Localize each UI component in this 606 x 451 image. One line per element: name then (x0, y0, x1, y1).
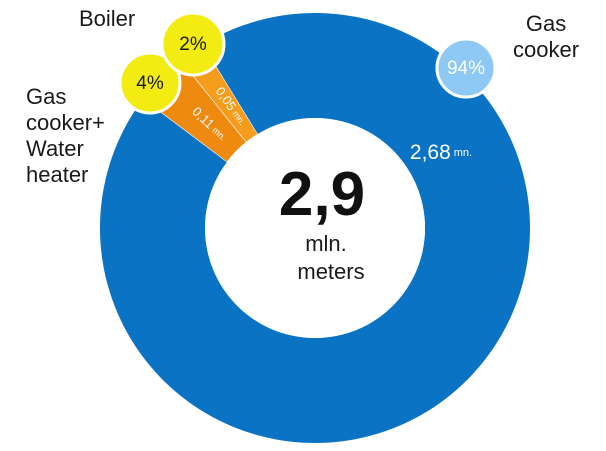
percent-badge-gas-cooker (435, 37, 497, 99)
donut-hole (205, 118, 425, 338)
category-label-line: Gas (525, 11, 567, 36)
percent-label-gas-cooker-water-heater: 4% (136, 73, 164, 94)
category-label-gas-cooker: Gas cooker (513, 11, 579, 63)
percent-badge-gas-cooker-water-heater (118, 51, 182, 115)
category-label-line: cooker (513, 37, 580, 62)
hole-layer (205, 118, 425, 338)
center-unit-line-2: meters (297, 259, 364, 284)
category-label-line: Gas (26, 84, 67, 109)
category-label-boiler: Boiler (79, 6, 135, 32)
category-label-line: heater (26, 162, 89, 187)
badge-layer: 94% 4% 2% (118, 11, 497, 115)
amount-label-gas-cooker: 2,68 mn. (410, 141, 472, 164)
category-label-line: Water (26, 136, 84, 161)
center-value: 2,9 (279, 160, 365, 229)
category-label-gas-cooker-water-heater: Gas cooker+ Water heater (26, 84, 105, 188)
percent-badge-boiler (160, 11, 226, 77)
slice-gas-cooker (100, 13, 531, 443)
center-label: 2,9 mln. meters (279, 160, 365, 284)
percent-label-gas-cooker: 94% (447, 58, 485, 79)
center-unit-line-1: mln. (305, 231, 347, 256)
category-label-line: cooker+ (26, 110, 105, 135)
percent-label-boiler: 2% (179, 34, 207, 55)
category-label-line: Boiler (79, 6, 136, 31)
